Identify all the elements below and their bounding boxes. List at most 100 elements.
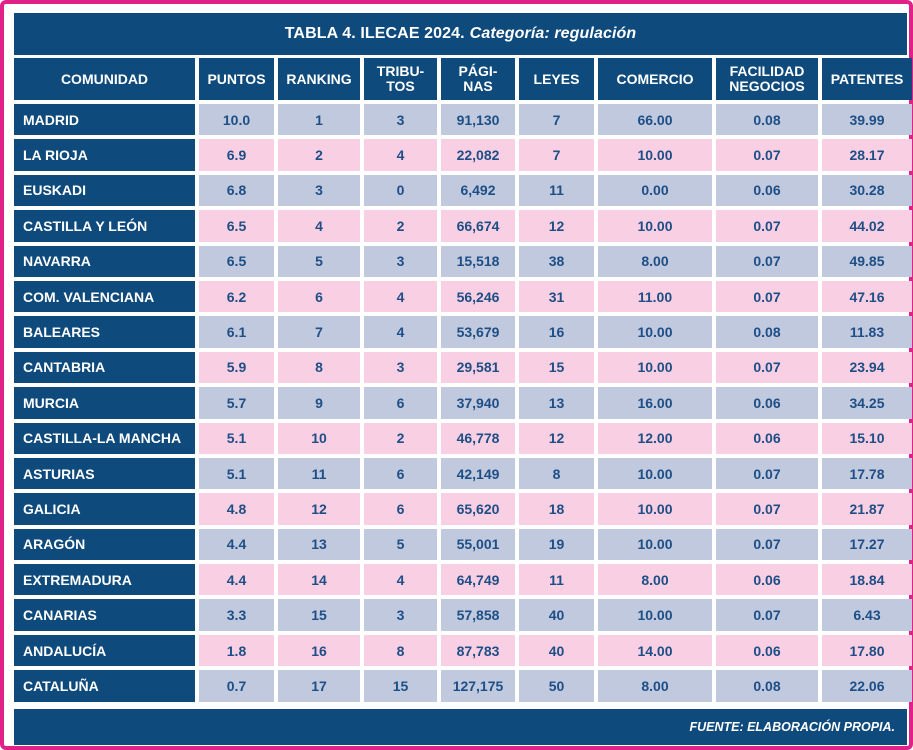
cell-ranking: 10 — [278, 422, 360, 454]
cell-comercio: 11.00 — [598, 280, 712, 313]
cell-puntos: 6.2 — [199, 280, 274, 313]
cell-comunidad: MURCIA — [14, 387, 195, 419]
cell-comercio: 10.00 — [598, 457, 712, 490]
cell-puntos: 5.9 — [199, 351, 274, 384]
header-leyes: LEYES — [519, 58, 594, 100]
cell-puntos: 4.4 — [199, 564, 274, 596]
cell-ranking: 12 — [278, 493, 360, 525]
cell-facilidad-negocios: 0.08 — [716, 670, 818, 702]
cell-patentes: 34.25 — [822, 387, 912, 419]
cell-tributos: 2 — [364, 422, 437, 454]
cell-ranking: 4 — [278, 210, 360, 242]
source-note: FUENTE: ELABORACIÓN PROPIA. — [689, 720, 895, 734]
cell-paginas: 53,679 — [441, 316, 515, 348]
table-title-bar: TABLA 4. ILECAE 2024. Categoría: regulac… — [14, 13, 907, 55]
cell-patentes: 23.94 — [822, 351, 912, 384]
cell-tributos: 15 — [364, 670, 437, 702]
cell-patentes: 15.10 — [822, 422, 912, 454]
cell-puntos: 6.1 — [199, 316, 274, 348]
cell-ranking: 16 — [278, 634, 360, 667]
cell-ranking: 1 — [278, 104, 360, 136]
cell-puntos: 6.9 — [199, 139, 274, 171]
cell-comunidad: NAVARRA — [14, 245, 195, 277]
cell-leyes: 15 — [519, 351, 594, 384]
data-table: COMUNIDAD PUNTOS RANKING TRIBU- TOS PÁGI- NA… — [14, 58, 912, 702]
cell-comercio: 10.00 — [598, 316, 712, 348]
cell-paginas: 37,940 — [441, 387, 515, 419]
cell-facilidad-negocios: 0.06 — [716, 564, 818, 596]
cell-ranking: 3 — [278, 174, 360, 207]
cell-puntos: 6.5 — [199, 245, 274, 277]
cell-comercio: 14.00 — [598, 634, 712, 667]
cell-leyes: 19 — [519, 528, 594, 561]
cell-comunidad: EUSKADI — [14, 174, 195, 207]
cell-leyes: 7 — [519, 104, 594, 136]
cell-leyes: 40 — [519, 599, 594, 631]
cell-facilidad-negocios: 0.07 — [716, 210, 818, 242]
cell-comercio: 12.00 — [598, 422, 712, 454]
cell-puntos: 0.7 — [199, 670, 274, 702]
cell-facilidad-negocios: 0.07 — [716, 528, 818, 561]
cell-tributos: 4 — [364, 280, 437, 313]
header-ranking: RANKING — [278, 58, 360, 100]
cell-tributos: 6 — [364, 457, 437, 490]
cell-comercio: 8.00 — [598, 670, 712, 702]
cell-paginas: 127,175 — [441, 670, 515, 702]
cell-tributos: 4 — [364, 139, 437, 171]
cell-puntos: 4.4 — [199, 528, 274, 561]
header-comunidad: COMUNIDAD — [14, 58, 195, 100]
cell-puntos: 1.8 — [199, 634, 274, 667]
table-title: TABLA 4. ILECAE 2024. — [284, 25, 465, 42]
cell-leyes: 7 — [519, 139, 594, 171]
cell-puntos: 4.8 — [199, 493, 274, 525]
cell-tributos: 2 — [364, 210, 437, 242]
cell-puntos: 5.1 — [199, 422, 274, 454]
cell-comunidad: COM. VALENCIANA — [14, 280, 195, 313]
cell-comercio: 10.00 — [598, 493, 712, 525]
cell-comunidad: BALEARES — [14, 316, 195, 348]
cell-comercio: 10.00 — [598, 139, 712, 171]
cell-ranking: 11 — [278, 457, 360, 490]
cell-comercio: 10.00 — [598, 210, 712, 242]
cell-ranking: 5 — [278, 245, 360, 277]
cell-ranking: 7 — [278, 316, 360, 348]
cell-comunidad: LA RIOJA — [14, 139, 195, 171]
cell-patentes: 47.16 — [822, 280, 912, 313]
cell-patentes: 28.17 — [822, 139, 912, 171]
cell-ranking: 8 — [278, 351, 360, 384]
cell-paginas: 15,518 — [441, 245, 515, 277]
cell-facilidad-negocios: 0.07 — [716, 493, 818, 525]
cell-patentes: 6.43 — [822, 599, 912, 631]
cell-leyes: 11 — [519, 564, 594, 596]
cell-paginas: 57,858 — [441, 599, 515, 631]
cell-comunidad: CANTABRIA — [14, 351, 195, 384]
cell-leyes: 31 — [519, 280, 594, 313]
cell-comercio: 66.00 — [598, 104, 712, 136]
cell-paginas: 29,581 — [441, 351, 515, 384]
header-tributos: TRIBU- TOS — [364, 58, 437, 100]
cell-facilidad-negocios: 0.07 — [716, 280, 818, 313]
cell-ranking: 9 — [278, 387, 360, 419]
cell-ranking: 14 — [278, 564, 360, 596]
cell-tributos: 3 — [364, 104, 437, 136]
cell-puntos: 3.3 — [199, 599, 274, 631]
cell-patentes: 39.99 — [822, 104, 912, 136]
cell-puntos: 5.7 — [199, 387, 274, 419]
cell-patentes: 30.28 — [822, 174, 912, 207]
cell-comercio: 10.00 — [598, 351, 712, 384]
cell-comercio: 10.00 — [598, 599, 712, 631]
cell-leyes: 50 — [519, 670, 594, 702]
cell-comunidad: ASTURIAS — [14, 457, 195, 490]
cell-puntos: 5.1 — [199, 457, 274, 490]
cell-comunidad: EXTREMADURA — [14, 564, 195, 596]
cell-paginas: 64,749 — [441, 564, 515, 596]
cell-patentes: 17.78 — [822, 457, 912, 490]
header-paginas: PÁGI- NAS — [441, 58, 515, 100]
cell-leyes: 13 — [519, 387, 594, 419]
cell-comunidad: GALICIA — [14, 493, 195, 525]
header-patentes: PATENTES — [822, 58, 912, 100]
cell-facilidad-negocios: 0.06 — [716, 422, 818, 454]
cell-patentes: 44.02 — [822, 210, 912, 242]
cell-patentes: 22.06 — [822, 670, 912, 702]
cell-tributos: 3 — [364, 245, 437, 277]
